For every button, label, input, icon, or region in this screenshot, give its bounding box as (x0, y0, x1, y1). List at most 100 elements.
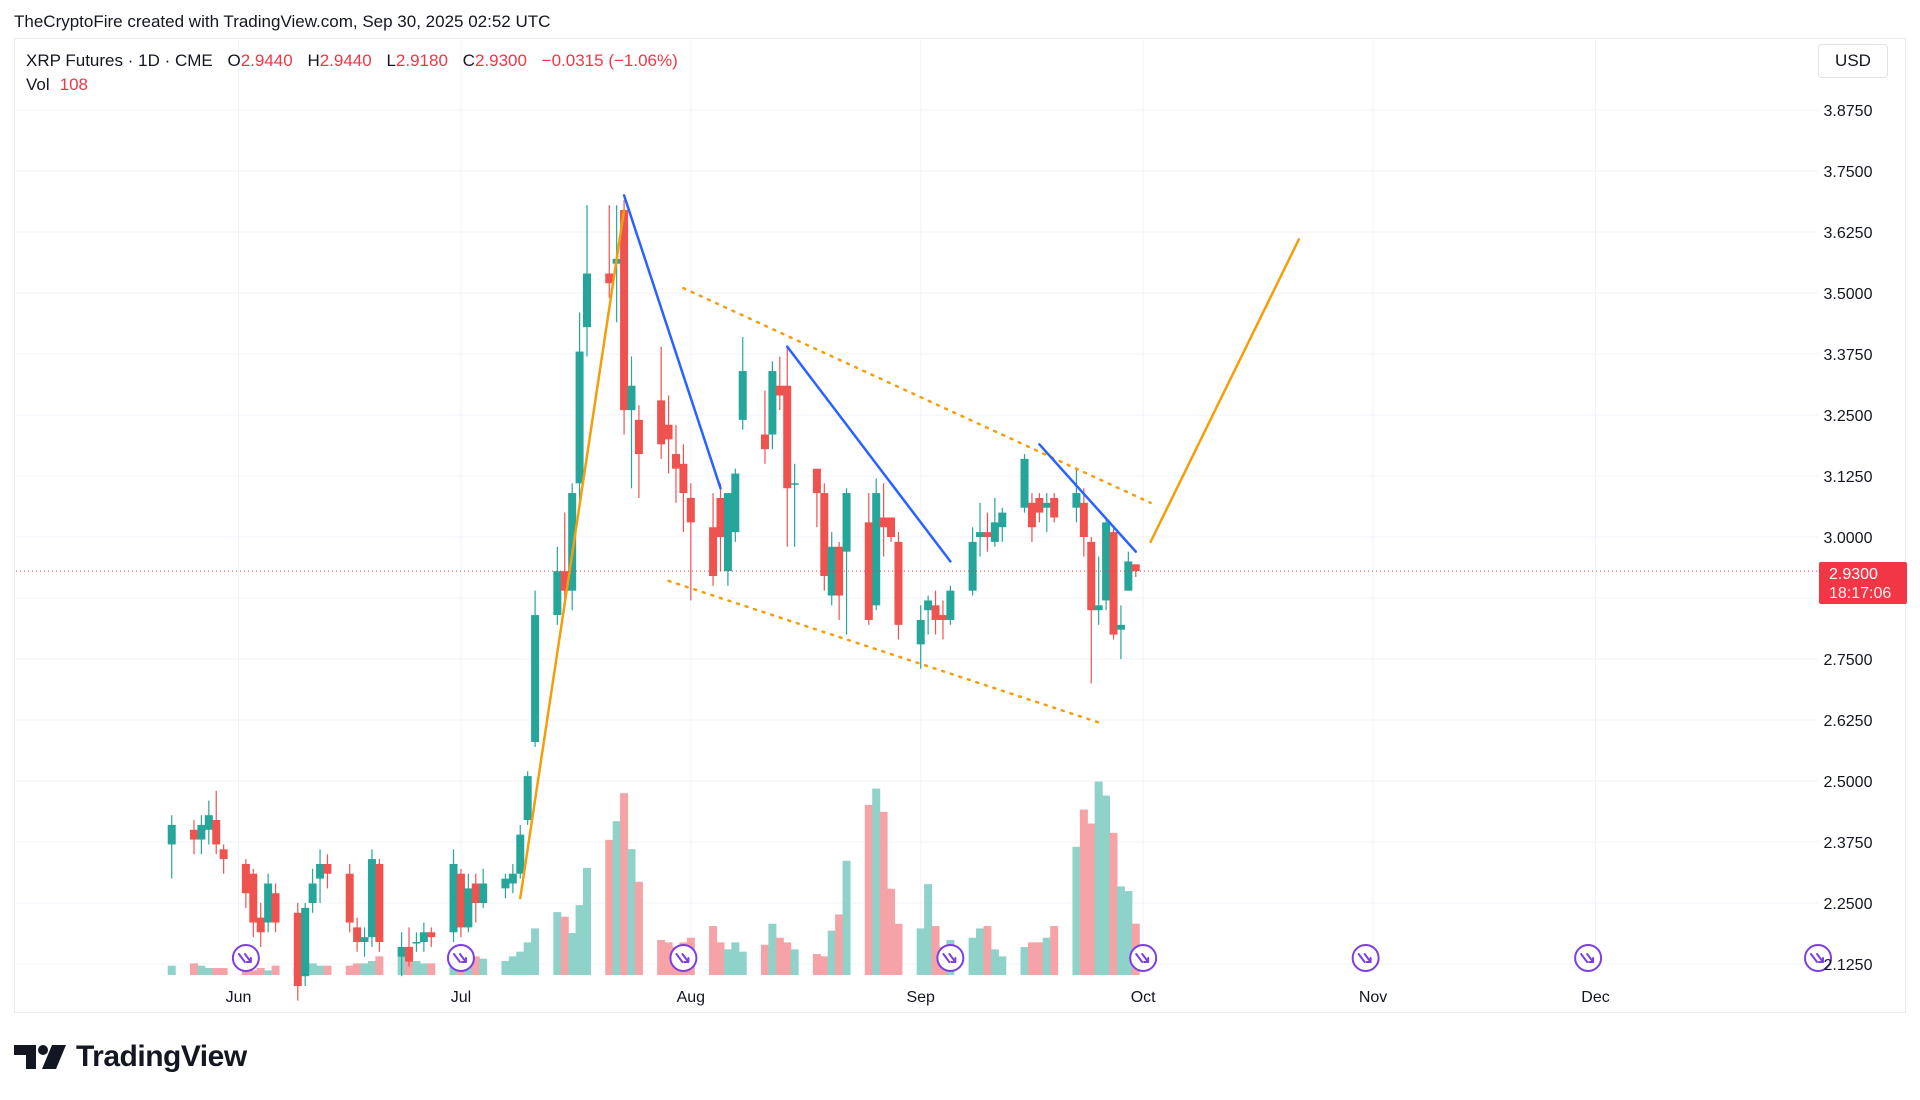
candle[interactable] (976, 502, 985, 557)
candle[interactable] (583, 205, 592, 357)
candle[interactable] (308, 868, 317, 913)
candle[interactable] (812, 468, 821, 528)
candle[interactable] (508, 863, 517, 894)
candle[interactable] (998, 507, 1007, 542)
candle[interactable] (301, 903, 310, 986)
event-marker-icon[interactable] (669, 944, 698, 972)
candle[interactable] (501, 873, 510, 899)
candle[interactable] (264, 873, 273, 933)
candle[interactable] (634, 405, 643, 498)
candle[interactable] (872, 478, 881, 611)
candle[interactable] (197, 815, 206, 855)
candle[interactable] (924, 595, 933, 635)
event-marker-icon[interactable] (231, 944, 260, 972)
candle[interactable] (983, 512, 992, 552)
event-marker-icon[interactable] (936, 944, 965, 972)
flag-channel-upper[interactable] (682, 286, 1152, 505)
candle[interactable] (775, 356, 784, 411)
candle[interactable] (790, 463, 799, 547)
candle[interactable] (553, 546, 562, 625)
candle[interactable] (241, 859, 250, 908)
candle[interactable] (471, 873, 480, 923)
candle[interactable] (938, 600, 947, 640)
candle[interactable] (1109, 527, 1118, 640)
candle[interactable] (249, 868, 258, 938)
candle[interactable] (419, 922, 428, 952)
candle[interactable] (990, 497, 999, 547)
candle[interactable] (204, 800, 213, 845)
candle[interactable] (323, 854, 332, 889)
candle[interactable] (456, 868, 465, 938)
event-marker-icon[interactable] (1351, 944, 1380, 972)
candle[interactable] (367, 849, 376, 947)
candle[interactable] (1131, 564, 1140, 578)
candle[interactable] (709, 493, 718, 586)
candle[interactable] (605, 205, 614, 298)
candle[interactable] (523, 771, 532, 825)
candle[interactable] (1102, 517, 1111, 611)
event-marker-icon[interactable] (446, 944, 475, 972)
candle[interactable] (405, 927, 414, 967)
candle[interactable] (189, 820, 198, 855)
candle[interactable] (479, 868, 488, 908)
candle[interactable] (679, 444, 688, 533)
candle[interactable] (827, 532, 836, 606)
candle[interactable] (516, 824, 525, 879)
candle[interactable] (931, 590, 940, 635)
candle[interactable] (1072, 468, 1081, 523)
currency-selector[interactable]: USD (1818, 44, 1888, 78)
candle[interactable] (293, 903, 302, 1001)
candle[interactable] (256, 903, 265, 947)
candle[interactable] (427, 927, 436, 947)
candle[interactable] (1042, 493, 1051, 533)
event-marker-icon[interactable] (1129, 944, 1158, 972)
candle[interactable] (575, 312, 584, 503)
vol-label[interactable]: Vol (26, 75, 50, 94)
candle[interactable] (686, 483, 695, 601)
candle[interactable] (738, 336, 747, 430)
candle[interactable] (360, 927, 369, 957)
candle[interactable] (620, 200, 629, 435)
candle[interactable] (768, 361, 777, 450)
candle[interactable] (219, 844, 228, 874)
symbol-title[interactable]: XRP Futures · 1D · CME (26, 51, 213, 70)
candle[interactable] (723, 493, 732, 586)
event-marker-icon[interactable] (1804, 944, 1832, 972)
candle[interactable] (560, 512, 569, 606)
tradingview-logo[interactable]: TradingView (14, 1040, 247, 1074)
candle[interactable] (1050, 493, 1059, 523)
candle[interactable] (946, 585, 955, 625)
candle[interactable] (412, 932, 421, 952)
candle[interactable] (271, 883, 280, 933)
candle[interactable] (1079, 488, 1088, 557)
candle[interactable] (464, 873, 473, 933)
candle[interactable] (212, 790, 221, 855)
candle[interactable] (894, 532, 903, 640)
candle[interactable] (916, 605, 925, 669)
candle[interactable] (1035, 493, 1044, 523)
candle[interactable] (1020, 454, 1029, 513)
candle[interactable] (1027, 493, 1036, 542)
candle[interactable] (716, 483, 725, 572)
candle[interactable] (375, 859, 384, 952)
candle[interactable] (887, 517, 896, 542)
flagpole-line[interactable] (519, 208, 626, 900)
candle[interactable] (835, 541, 844, 620)
candle[interactable] (167, 815, 176, 879)
candle[interactable] (879, 483, 888, 557)
candle[interactable] (731, 468, 740, 542)
candle[interactable] (1094, 556, 1103, 625)
flag-channel-lower[interactable] (667, 579, 1100, 724)
candle[interactable] (657, 346, 666, 459)
candle[interactable] (820, 483, 829, 591)
blue-trendline-3[interactable] (1038, 443, 1138, 553)
candle[interactable] (531, 590, 540, 747)
candle[interactable] (968, 527, 977, 596)
candle[interactable] (1087, 537, 1096, 684)
candle[interactable] (316, 849, 325, 903)
breakout-projection-line[interactable] (1149, 238, 1301, 544)
candle[interactable] (345, 863, 354, 933)
candle[interactable] (664, 395, 673, 474)
blue-trendline-2[interactable] (785, 345, 952, 563)
